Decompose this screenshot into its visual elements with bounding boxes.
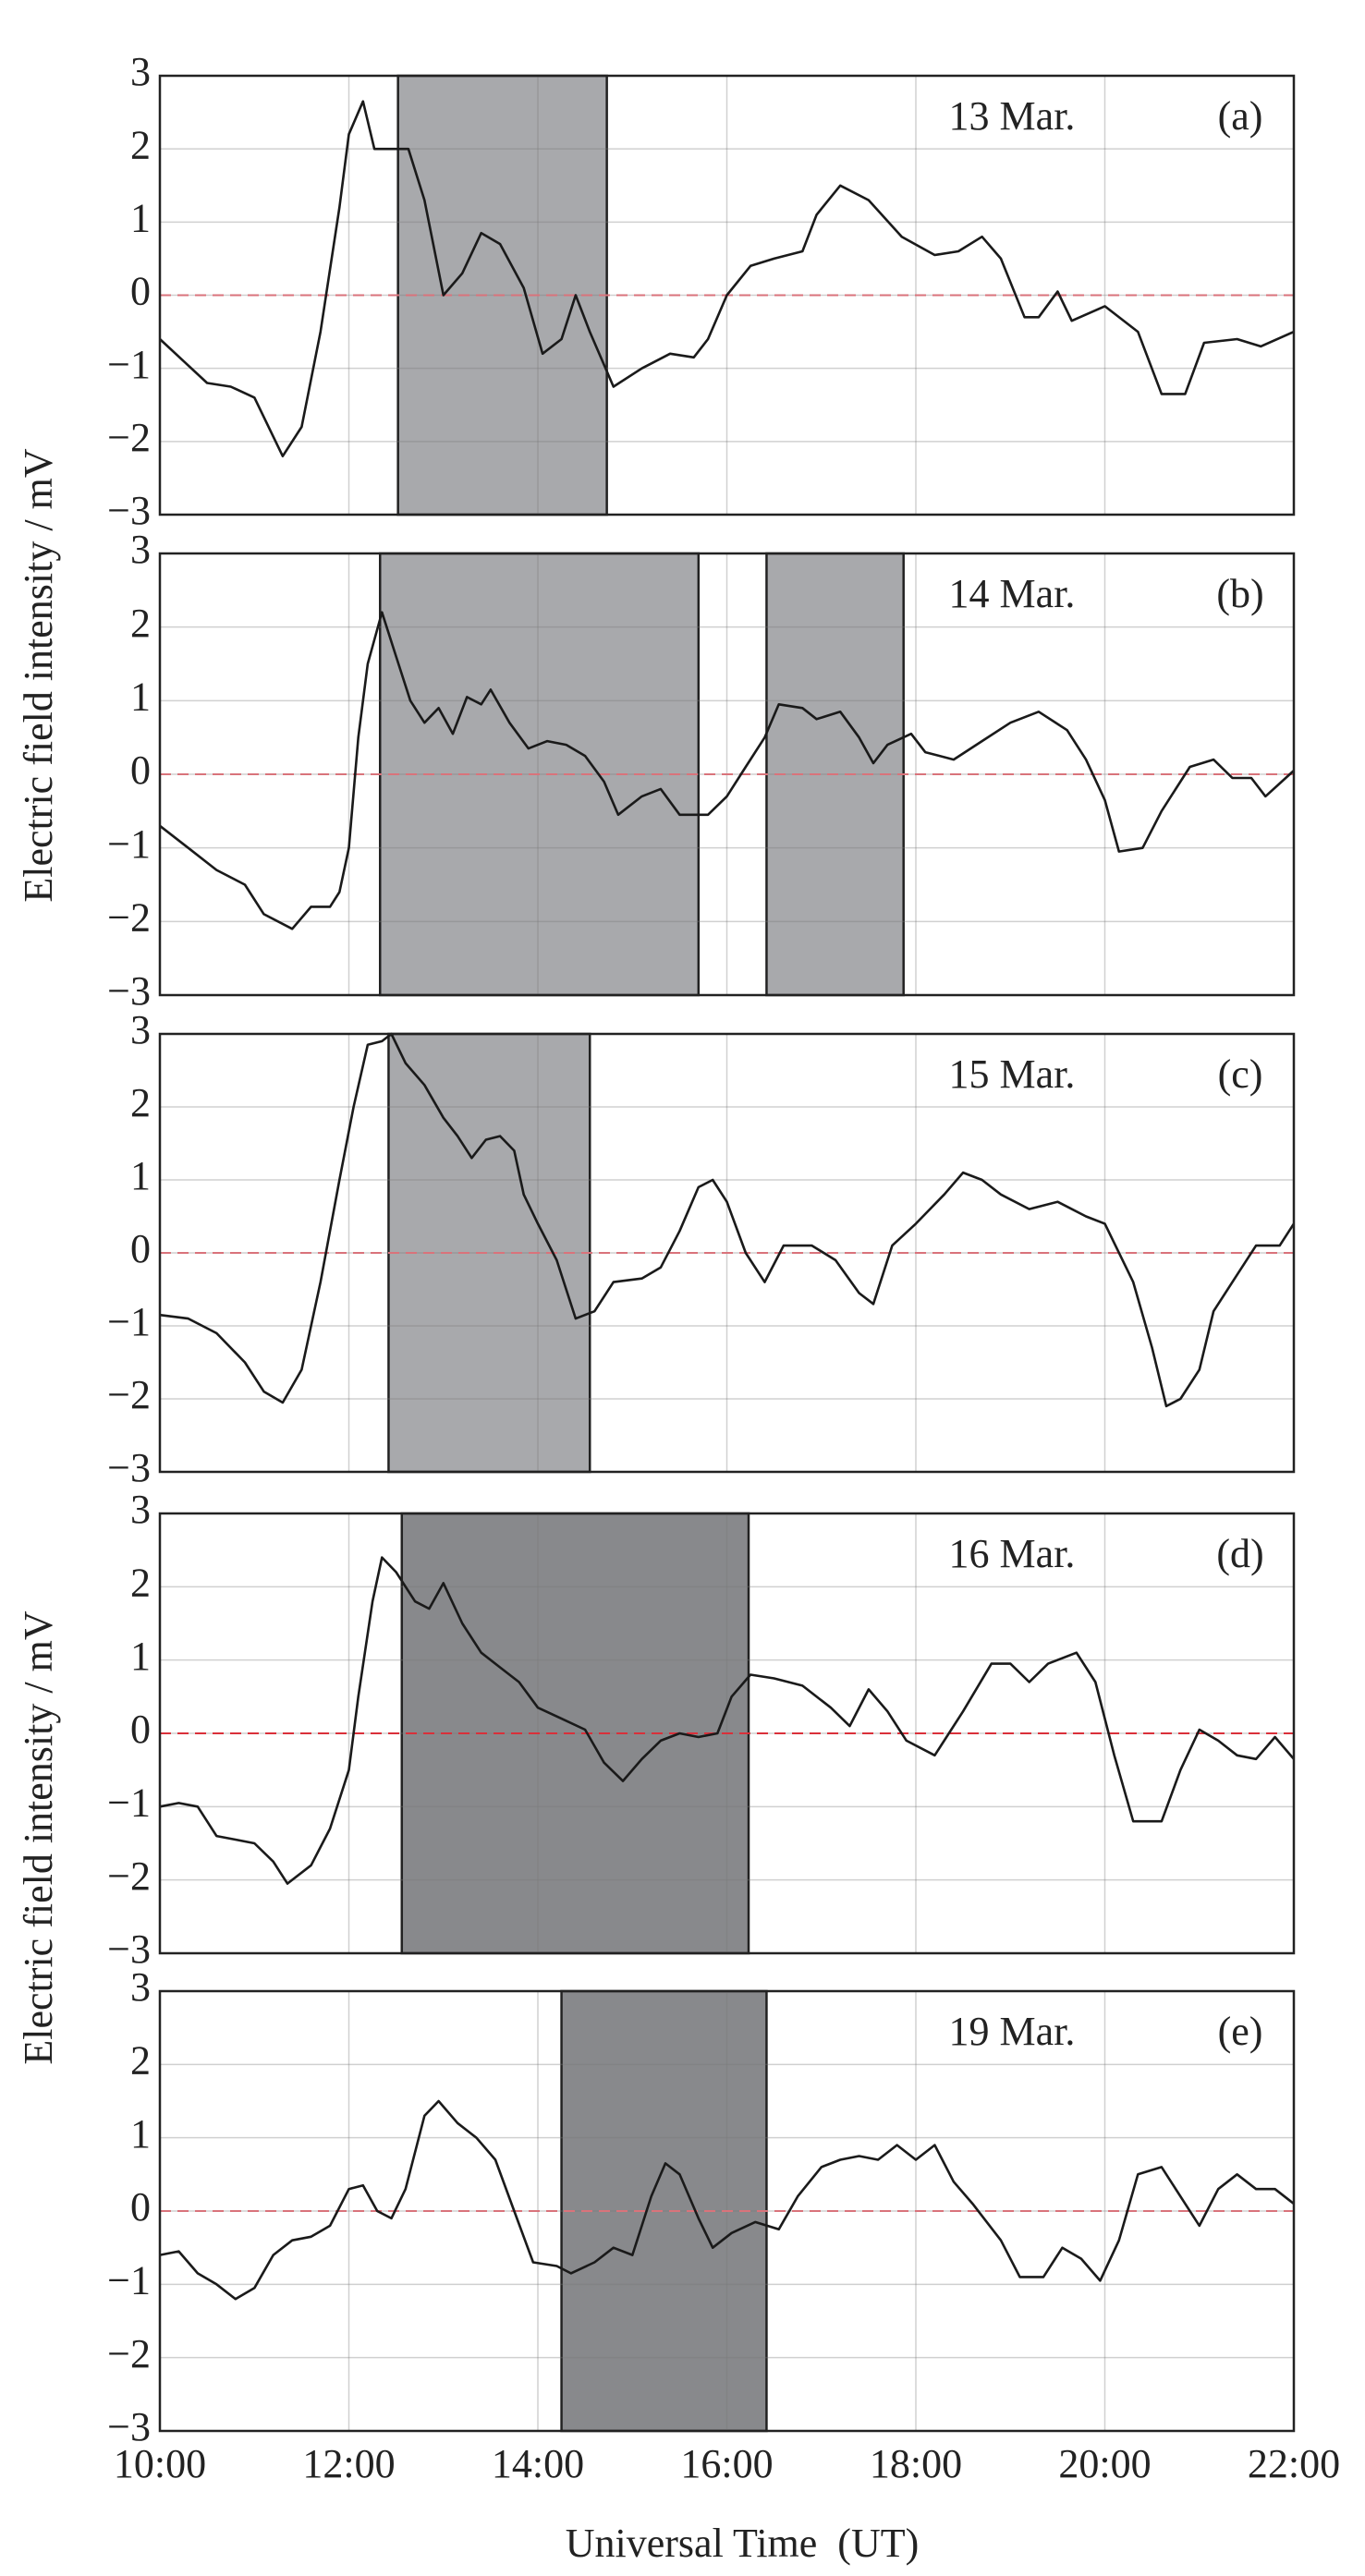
- y-tick-label: −2: [107, 2331, 151, 2376]
- y-tick-label: 3: [130, 527, 151, 572]
- y-tick-label: 2: [130, 601, 151, 646]
- y-tick-label: 0: [130, 1226, 151, 1271]
- data-line: [159, 2099, 1295, 2301]
- date-label: 16 Mar.: [949, 1531, 1076, 1576]
- y-tick-label: 1: [130, 195, 151, 240]
- x-tick-label: 14:00: [492, 2441, 584, 2486]
- y-tick-label: 1: [130, 2111, 151, 2157]
- plot-frame: [158, 74, 1296, 516]
- plot-frame: [158, 1512, 1296, 1955]
- y-tick-label: 2: [130, 122, 151, 167]
- y-tick-label: 3: [130, 1487, 151, 1532]
- y-tick-label: 2: [130, 1560, 151, 1605]
- data-line: [159, 100, 1295, 457]
- y-tick-label: 1: [130, 1153, 151, 1198]
- x-tick-label: 12:00: [302, 2441, 395, 2486]
- date-label: 15 Mar.: [949, 1051, 1076, 1097]
- plot-frame: [158, 552, 1296, 997]
- y-tick-label: −2: [107, 1853, 151, 1899]
- y-tick-label: 3: [130, 1007, 151, 1052]
- y-tick-label: 1: [130, 1634, 151, 1679]
- y-tick-label: 3: [130, 49, 151, 94]
- y-tick-label: −1: [107, 1780, 151, 1825]
- y-tick-label: −3: [107, 488, 151, 533]
- y-tick-label: 1: [130, 674, 151, 719]
- panel-label: (b): [1216, 571, 1263, 616]
- y-axis-label: Electric field intensity / mV: [16, 1610, 61, 2064]
- x-axis-label: Universal Time (UT): [566, 2521, 920, 2566]
- y-tick-label: −2: [107, 1372, 151, 1417]
- plot-frame: [158, 1032, 1296, 1474]
- panel-label: (a): [1218, 93, 1263, 139]
- plot-frame: [158, 1989, 1296, 2433]
- y-axis-label: Electric field intensity / mV: [16, 448, 61, 902]
- y-tick-label: 0: [130, 747, 151, 793]
- y-tick-label: 0: [130, 2184, 151, 2230]
- panel-label: (d): [1216, 1531, 1263, 1576]
- y-tick-label: −1: [107, 1299, 151, 1344]
- y-tick-label: −3: [107, 968, 151, 1014]
- y-tick-label: −1: [107, 2257, 151, 2303]
- x-tick-label: 22:00: [1248, 2441, 1340, 2486]
- y-tick-label: −3: [107, 2404, 151, 2449]
- y-tick-label: −2: [107, 894, 151, 940]
- y-tick-label: 2: [130, 1080, 151, 1125]
- date-label: 19 Mar.: [949, 2009, 1076, 2054]
- x-tick-label: 18:00: [870, 2441, 962, 2486]
- panel-label: (c): [1218, 1051, 1263, 1097]
- y-tick-label: 0: [130, 1707, 151, 1752]
- x-tick-label: 20:00: [1058, 2441, 1151, 2486]
- y-tick-label: 3: [130, 1964, 151, 2010]
- x-tick-label: 16:00: [680, 2441, 773, 2486]
- panel-label: (e): [1218, 2009, 1263, 2054]
- y-tick-label: −3: [107, 1926, 151, 1972]
- x-tick-label: 10:00: [114, 2441, 206, 2486]
- data-line: [159, 1556, 1295, 1885]
- date-label: 13 Mar.: [949, 93, 1076, 139]
- date-label: 14 Mar.: [949, 571, 1076, 616]
- y-tick-label: −1: [107, 821, 151, 867]
- data-line: [159, 611, 1295, 930]
- y-tick-label: −1: [107, 342, 151, 387]
- y-tick-label: −2: [107, 415, 151, 460]
- data-line: [159, 1032, 1296, 1408]
- y-tick-label: 2: [130, 2037, 151, 2083]
- y-tick-label: −3: [107, 1445, 151, 1490]
- y-tick-label: 0: [130, 269, 151, 314]
